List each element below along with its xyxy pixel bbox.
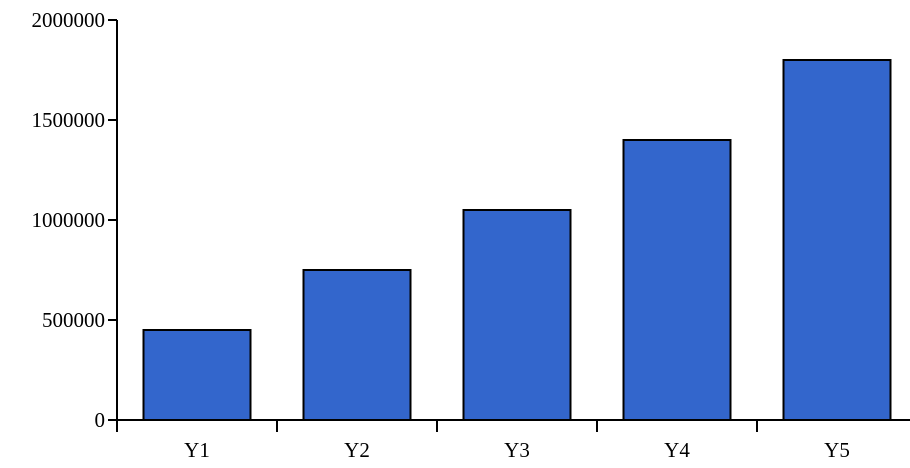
x-tick-label: Y2 — [344, 438, 370, 462]
x-tick-label: Y3 — [504, 438, 530, 462]
y-tick-label: 500000 — [42, 308, 105, 332]
y-tick-label: 2000000 — [32, 8, 106, 32]
bar-y1 — [142, 329, 252, 421]
x-tick-label: Y4 — [664, 438, 690, 462]
x-tick-label: Y5 — [824, 438, 850, 462]
bars-group — [142, 59, 892, 421]
y-tick-label: 1000000 — [32, 208, 106, 232]
x-axis: Y1 Y2 Y3 Y4 Y5 — [116, 419, 910, 462]
bar-y3 — [462, 209, 572, 421]
bar-y2 — [302, 269, 412, 421]
y-axis: 0 500000 1000000 1500000 2000000 — [32, 8, 118, 432]
y-tick-label: 0 — [95, 408, 106, 432]
y-tick-label: 1500000 — [32, 108, 106, 132]
bar-y5 — [782, 59, 892, 421]
x-tick-label: Y1 — [184, 438, 210, 462]
bar-y4 — [622, 139, 732, 421]
